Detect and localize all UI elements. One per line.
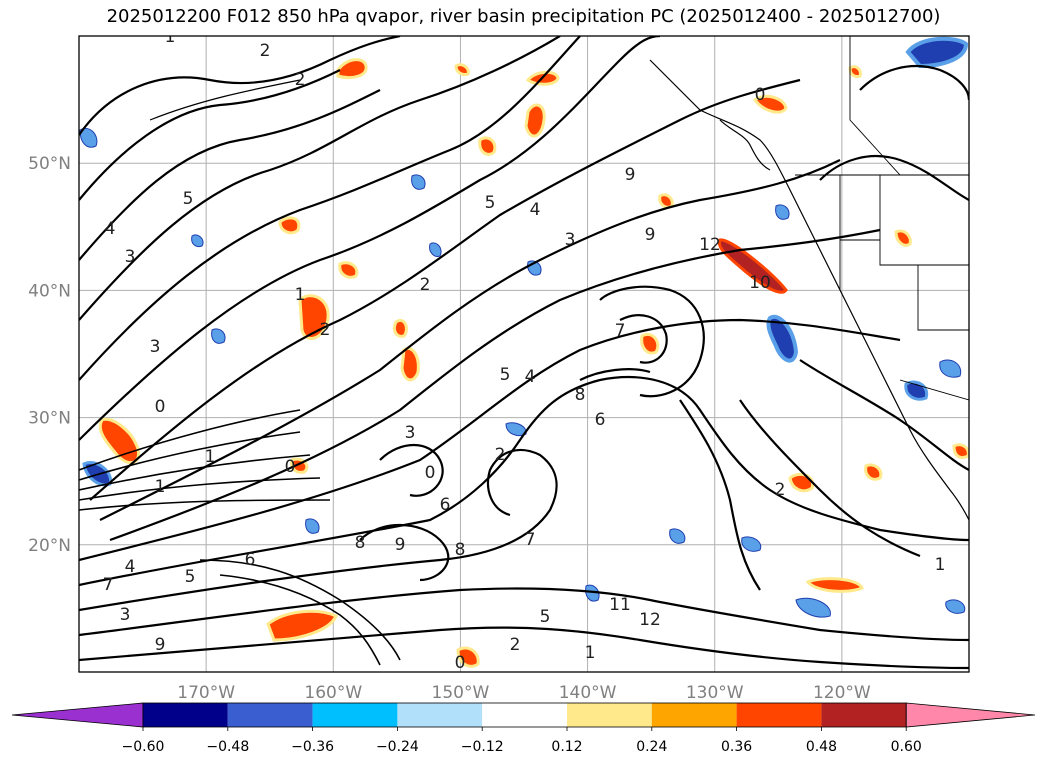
colorbar-outline	[142, 702, 907, 728]
contour-label: 1	[295, 285, 306, 305]
colorbar-tick-label: 0.12	[551, 739, 582, 755]
colorbar: −0.60 −0.48 −0.36 −0.24 −0.12 0.12 0.24 0.36 0.4…	[11, 702, 1036, 755]
contour-label: 2	[495, 445, 506, 465]
lon-tick-label: 170°W	[177, 683, 235, 703]
contour-label: 2	[295, 70, 306, 90]
colorbar-segment	[736, 703, 822, 727]
colorbar-tick-label: 0.36	[721, 739, 752, 755]
contour-label: 3	[405, 423, 416, 443]
contour-label: 7	[103, 575, 114, 595]
colorbar-segment	[567, 703, 652, 727]
contour-label: 0	[425, 463, 436, 483]
lat-tick-label: 30°N	[28, 409, 71, 429]
colorbar-segment	[312, 703, 398, 727]
contour-label: 2	[320, 320, 331, 340]
contour-label: 9	[155, 635, 166, 655]
contour-label: 0	[755, 85, 766, 105]
contour-label: 5	[500, 365, 511, 385]
contour-label: 1	[165, 27, 176, 47]
contour-label: 5	[485, 193, 496, 213]
contour-label: 8	[455, 540, 466, 560]
contour-label: 1	[935, 555, 946, 575]
contour-label: 0	[455, 653, 466, 673]
colorbar-segment	[821, 703, 907, 727]
colorbar-tick-label: −0.12	[461, 739, 504, 755]
contour-label: 3	[150, 337, 161, 357]
contour-label: 9	[395, 535, 406, 555]
contour-label: 4	[125, 557, 136, 577]
colorbar-tick-label: 0.48	[806, 739, 837, 755]
colorbar-segment	[227, 703, 313, 727]
contour-label: 0	[285, 457, 296, 477]
gridlines	[79, 36, 969, 672]
contour-label: 1	[155, 477, 166, 497]
alaska-coast	[649, 59, 969, 521]
lon-tick-label: 130°W	[686, 683, 744, 703]
map-background	[79, 36, 969, 672]
contour-label: 10	[749, 273, 771, 293]
lon-tick-label: 120°W	[813, 683, 871, 703]
contour-label: 7	[615, 321, 626, 341]
lon-tick-label: 160°W	[304, 683, 362, 703]
contour-label: 12	[699, 235, 721, 255]
colorbar-segment	[482, 703, 567, 727]
contour-label: 6	[440, 495, 451, 515]
contour-label: 1	[205, 447, 216, 467]
colorbar-segment	[143, 703, 228, 727]
contour-label: 11	[609, 595, 631, 615]
lon-tick-label: 140°W	[559, 683, 617, 703]
mexico-border	[899, 379, 969, 401]
coastlines-and-borders	[149, 36, 969, 521]
colorbar-extend-high	[905, 702, 1036, 728]
contour-label: 4	[105, 219, 116, 239]
contour-label: 5	[185, 567, 196, 587]
qvapor-contours	[79, 36, 969, 670]
contour-label: 5	[183, 189, 194, 209]
contour-label: 6	[245, 550, 256, 570]
lon-tick-label: 150°W	[432, 683, 490, 703]
contour-label: 3	[565, 230, 576, 250]
colorbar-tick-label: −0.60	[122, 739, 165, 755]
canada-province-border	[849, 36, 901, 176]
contour-label: 1	[585, 643, 596, 663]
colorbar-tick-label: −0.48	[206, 739, 249, 755]
contour-label: 3	[125, 247, 136, 267]
contour-label: 3	[120, 605, 131, 625]
contour-label: 0	[155, 397, 166, 417]
contour-label: 2	[775, 480, 786, 500]
contour-label: 7	[525, 530, 536, 550]
contour-label: 9	[645, 225, 656, 245]
map-title: 2025012200 F012 850 hPa qvapor, river ba…	[106, 6, 941, 27]
colorbar-segment	[397, 703, 483, 727]
contour-label: 8	[575, 385, 586, 405]
map-frame	[78, 35, 970, 673]
contour-label: 2	[510, 635, 521, 655]
contour-label: 8	[355, 533, 366, 553]
latitude-axis: 50°N 40°N 30°N 20°N	[28, 154, 71, 556]
contour-label: 12	[639, 610, 661, 630]
bc-islands	[719, 119, 771, 171]
colorbar-tick-label: 0.24	[636, 739, 667, 755]
contour-label: 5	[540, 607, 551, 627]
colorbar-segment	[651, 703, 737, 727]
contour-label: 6	[595, 410, 606, 430]
lat-tick-label: 20°N	[28, 536, 71, 556]
contour-label: 2	[420, 275, 431, 295]
longitude-axis: 170°W 160°W 150°W 140°W 130°W 120°W	[177, 683, 871, 703]
aleutians	[149, 79, 301, 121]
colorbar-tick-label: −0.36	[291, 739, 334, 755]
contour-label: 2	[260, 41, 271, 61]
lat-tick-label: 40°N	[28, 281, 71, 301]
contour-label: 4	[530, 200, 541, 220]
colorbar-tick-label: −0.24	[376, 739, 419, 755]
colorbar-tick-label: 0.60	[891, 739, 922, 755]
us-state-borders	[839, 175, 969, 331]
contour-label: 4	[525, 367, 536, 387]
contour-label: 9	[625, 165, 636, 185]
lat-tick-label: 50°N	[28, 154, 71, 174]
colorbar-extend-low	[11, 702, 144, 728]
